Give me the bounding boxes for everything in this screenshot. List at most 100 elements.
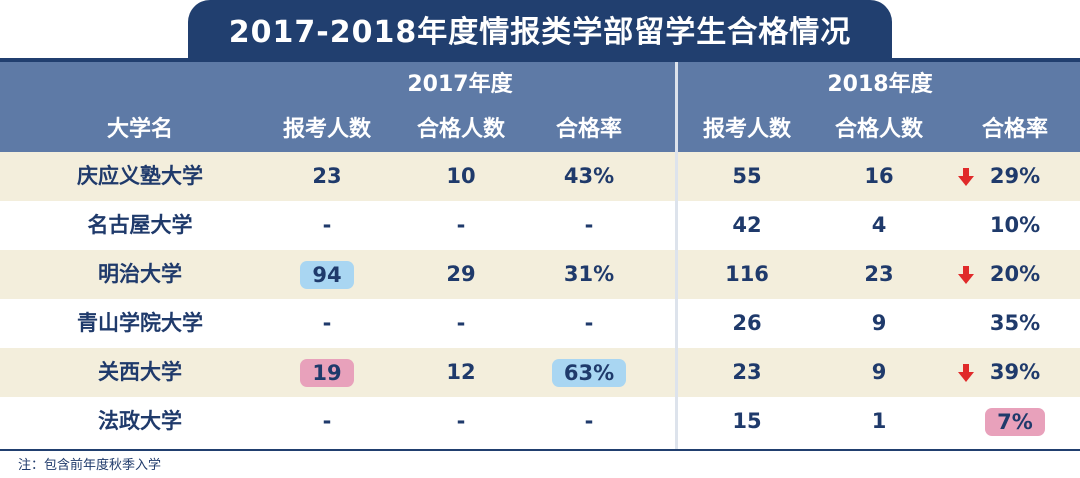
cell-applicants-2017-text: 94 [300,261,354,289]
cell-applicants-2018: 26 [682,299,812,348]
table-header [0,62,1080,152]
cell-passed-2017: 12 [396,348,526,397]
cell-rate-2017: - [524,299,654,348]
year-2017-label: 2017年度 [407,72,513,97]
cell-university-name: 明治大学 [40,250,240,299]
cell-university-name: 关西大学 [40,348,240,397]
cell-applicants-2018-text: 116 [725,262,769,286]
cell-rate-2017-text: - [584,409,594,433]
cell-passed-2017: - [396,397,526,446]
cell-rate-2017-text: - [584,311,594,335]
cell-applicants-2017-text: 19 [300,359,354,387]
cell-passed-2018-text: 4 [871,213,887,237]
cell-applicants-2018-text: 15 [732,409,762,433]
cell-rate-2018: 35% [950,299,1080,348]
column-header-rate-2018: 合格率 [981,117,1048,142]
title-banner: 2017-2018年度情报类学部留学生合格情况 [188,0,892,58]
cell-passed-2017-text: 29 [446,262,476,286]
cell-passed-2018-text: 1 [871,409,887,433]
cell-rate-2018: 29% [950,152,1080,201]
table-row [0,397,1080,446]
cell-passed-2018: 23 [814,250,944,299]
cell-applicants-2017-text: - [322,409,332,433]
cell-university-name: 庆应义塾大学 [40,152,240,201]
cell-rate-2018-text: 39% [989,360,1041,384]
cell-applicants-2018: 15 [682,397,812,446]
cell-rate-2018-text: 7% [985,408,1045,436]
column-header-applicants-2017: 报考人数 [282,117,371,142]
cell-university-name: 法政大学 [40,397,240,446]
bottom-rule [0,449,1080,451]
cell-applicants-2017-text: - [322,213,332,237]
cell-passed-2018: 16 [814,152,944,201]
cell-passed-2018: 9 [814,299,944,348]
cell-applicants-2017: - [262,299,392,348]
cell-rate-2018-text: 35% [989,311,1041,335]
year-divider [675,62,678,450]
column-header-university: 大学名 [106,117,173,142]
cell-rate-2017: - [524,397,654,446]
cell-university-name-text: 庆应义塾大学 [77,164,203,188]
cell-rate-2018: 10% [950,201,1080,250]
cell-university-name-text: 青山学院大学 [77,311,203,335]
cell-university-name-text: 名古屋大学 [87,213,193,237]
cell-applicants-2018: 116 [682,250,812,299]
cell-rate-2018-text: 20% [989,262,1041,286]
cell-passed-2017: - [396,299,526,348]
cell-passed-2018-text: 9 [871,360,887,384]
cell-university-name-text: 关西大学 [98,360,182,384]
footnote: 注：包含前年度秋季入学 [18,458,162,473]
cell-applicants-2017: 94 [262,250,392,299]
cell-applicants-2018-text: 55 [732,164,762,188]
page-title: 2017-2018年度情报类学部留学生合格情况 [228,15,852,50]
cell-applicants-2017: 19 [262,348,392,397]
cell-passed-2017: - [396,201,526,250]
cell-passed-2017-text: - [456,213,466,237]
cell-applicants-2017: 23 [262,152,392,201]
cell-rate-2018-text: 29% [989,164,1041,188]
cell-rate-2017: - [524,201,654,250]
table-row [0,201,1080,250]
table-row [0,250,1080,299]
cell-rate-2017: 63% [524,348,654,397]
column-header-passed-2018: 合格人数 [834,117,923,142]
cell-rate-2017-text: 43% [563,164,615,188]
table-row [0,299,1080,348]
top-rule [0,58,1080,62]
cell-university-name: 名古屋大学 [40,201,240,250]
cell-passed-2017-text: 12 [446,360,476,384]
cell-applicants-2018-text: 42 [732,213,762,237]
column-header-rate-2017: 合格率 [555,117,622,142]
cell-university-name-text: 明治大学 [98,262,182,286]
cell-passed-2018: 9 [814,348,944,397]
cell-applicants-2018: 55 [682,152,812,201]
cell-passed-2018: 4 [814,201,944,250]
cell-university-name-text: 法政大学 [98,409,182,433]
year-2018-label: 2018年度 [827,72,933,97]
cell-rate-2018: 20% [950,250,1080,299]
cell-rate-2017: 31% [524,250,654,299]
table-row [0,152,1080,201]
cell-applicants-2018: 42 [682,201,812,250]
cell-university-name: 青山学院大学 [40,299,240,348]
cell-passed-2017: 10 [396,152,526,201]
cell-rate-2018: 39% [950,348,1080,397]
cell-rate-2017-text: - [584,213,594,237]
cell-passed-2017-text: - [456,409,466,433]
cell-applicants-2018: 23 [682,348,812,397]
cell-rate-2017-text: 31% [563,262,615,286]
cell-applicants-2018-text: 26 [732,311,762,335]
cell-passed-2018: 1 [814,397,944,446]
cell-applicants-2017: - [262,201,392,250]
cell-rate-2017-text: 63% [551,359,627,387]
cell-passed-2017-text: 10 [446,164,476,188]
cell-passed-2018-text: 9 [871,311,887,335]
cell-passed-2017: 29 [396,250,526,299]
cell-applicants-2017-text: 23 [312,164,342,188]
cell-applicants-2017-text: - [322,311,332,335]
column-header-applicants-2018: 报考人数 [702,117,791,142]
cell-applicants-2018-text: 23 [732,360,762,384]
cell-passed-2018-text: 16 [864,164,894,188]
cell-applicants-2017: - [262,397,392,446]
